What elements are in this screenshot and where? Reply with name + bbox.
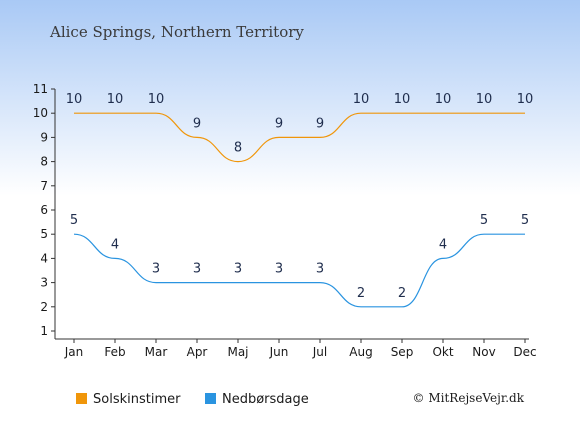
y-tick-label: 1 xyxy=(40,324,48,338)
x-tick-label: Aug xyxy=(349,345,372,359)
y-tick-label: 10 xyxy=(33,106,48,120)
data-label: 10 xyxy=(148,92,165,107)
series-line-rain xyxy=(73,233,525,308)
y-tick-label: 9 xyxy=(40,130,48,144)
chart-title: Alice Springs, Northern Territory xyxy=(49,23,304,41)
credit-text: © MitRejseVejr.dk xyxy=(413,391,525,405)
data-label: 8 xyxy=(234,141,242,156)
data-label: 9 xyxy=(275,116,283,131)
y-tick-label: 6 xyxy=(40,203,48,217)
data-label: 2 xyxy=(357,286,365,301)
data-label: 10 xyxy=(476,92,493,107)
series-line-sunshine xyxy=(74,112,525,163)
legend-label: Nedbørsdage xyxy=(222,392,309,407)
y-tick-label: 11 xyxy=(33,82,48,96)
legend-swatch xyxy=(76,393,87,404)
data-label: 3 xyxy=(316,262,324,277)
data-label: 4 xyxy=(111,237,119,252)
x-tick-label: Jun xyxy=(269,345,289,359)
y-tick-label: 2 xyxy=(40,300,48,314)
data-label: 3 xyxy=(275,262,283,277)
chart-legend: Solskinstimer Nedbørsdage xyxy=(76,392,309,407)
x-tick-label: Nov xyxy=(472,345,495,359)
data-label: 9 xyxy=(316,116,324,131)
chart-axes: 1 2 3 4 5 6 7 8 9 10 11 Jan Feb Mar Apr Maj Jun Jul Aug Sep… xyxy=(33,82,537,359)
data-label: 10 xyxy=(107,92,124,107)
data-label: 5 xyxy=(521,213,529,228)
legend-swatch xyxy=(205,393,216,404)
chart-data-labels: 10 10 10 9 8 9 9 10 10 10 10 10 5 4 3 3 3 3 3 2 2 4 5 5 xyxy=(66,92,534,301)
data-label: 3 xyxy=(234,262,242,277)
data-label: 4 xyxy=(439,237,447,252)
data-label: 10 xyxy=(66,92,83,107)
x-tick-label: Mar xyxy=(145,345,168,359)
x-tick-label: Jul xyxy=(312,345,327,359)
data-label: 10 xyxy=(353,92,370,107)
x-tick-label: Dec xyxy=(513,345,536,359)
legend-label: Solskinstimer xyxy=(93,392,181,407)
data-label: 10 xyxy=(435,92,452,107)
x-tick-label: Okt xyxy=(432,345,453,359)
y-tick-label: 4 xyxy=(40,251,48,265)
data-label: 3 xyxy=(152,262,160,277)
x-tick-label: Apr xyxy=(187,345,208,359)
data-label: 3 xyxy=(193,262,201,277)
y-tick-label: 3 xyxy=(40,276,48,290)
chart-series xyxy=(73,112,525,308)
x-tick-label: Sep xyxy=(391,345,414,359)
x-tick-label: Maj xyxy=(227,345,248,359)
data-label: 2 xyxy=(398,286,406,301)
x-tick-label: Jan xyxy=(64,345,84,359)
y-tick-label: 5 xyxy=(40,227,48,241)
data-label: 9 xyxy=(193,116,201,131)
y-tick-label: 8 xyxy=(40,155,48,169)
data-label: 10 xyxy=(517,92,534,107)
data-label: 10 xyxy=(394,92,411,107)
y-tick-label: 7 xyxy=(40,179,48,193)
data-label: 5 xyxy=(70,213,78,228)
x-tick-label: Feb xyxy=(104,345,125,359)
data-label: 5 xyxy=(480,213,488,228)
